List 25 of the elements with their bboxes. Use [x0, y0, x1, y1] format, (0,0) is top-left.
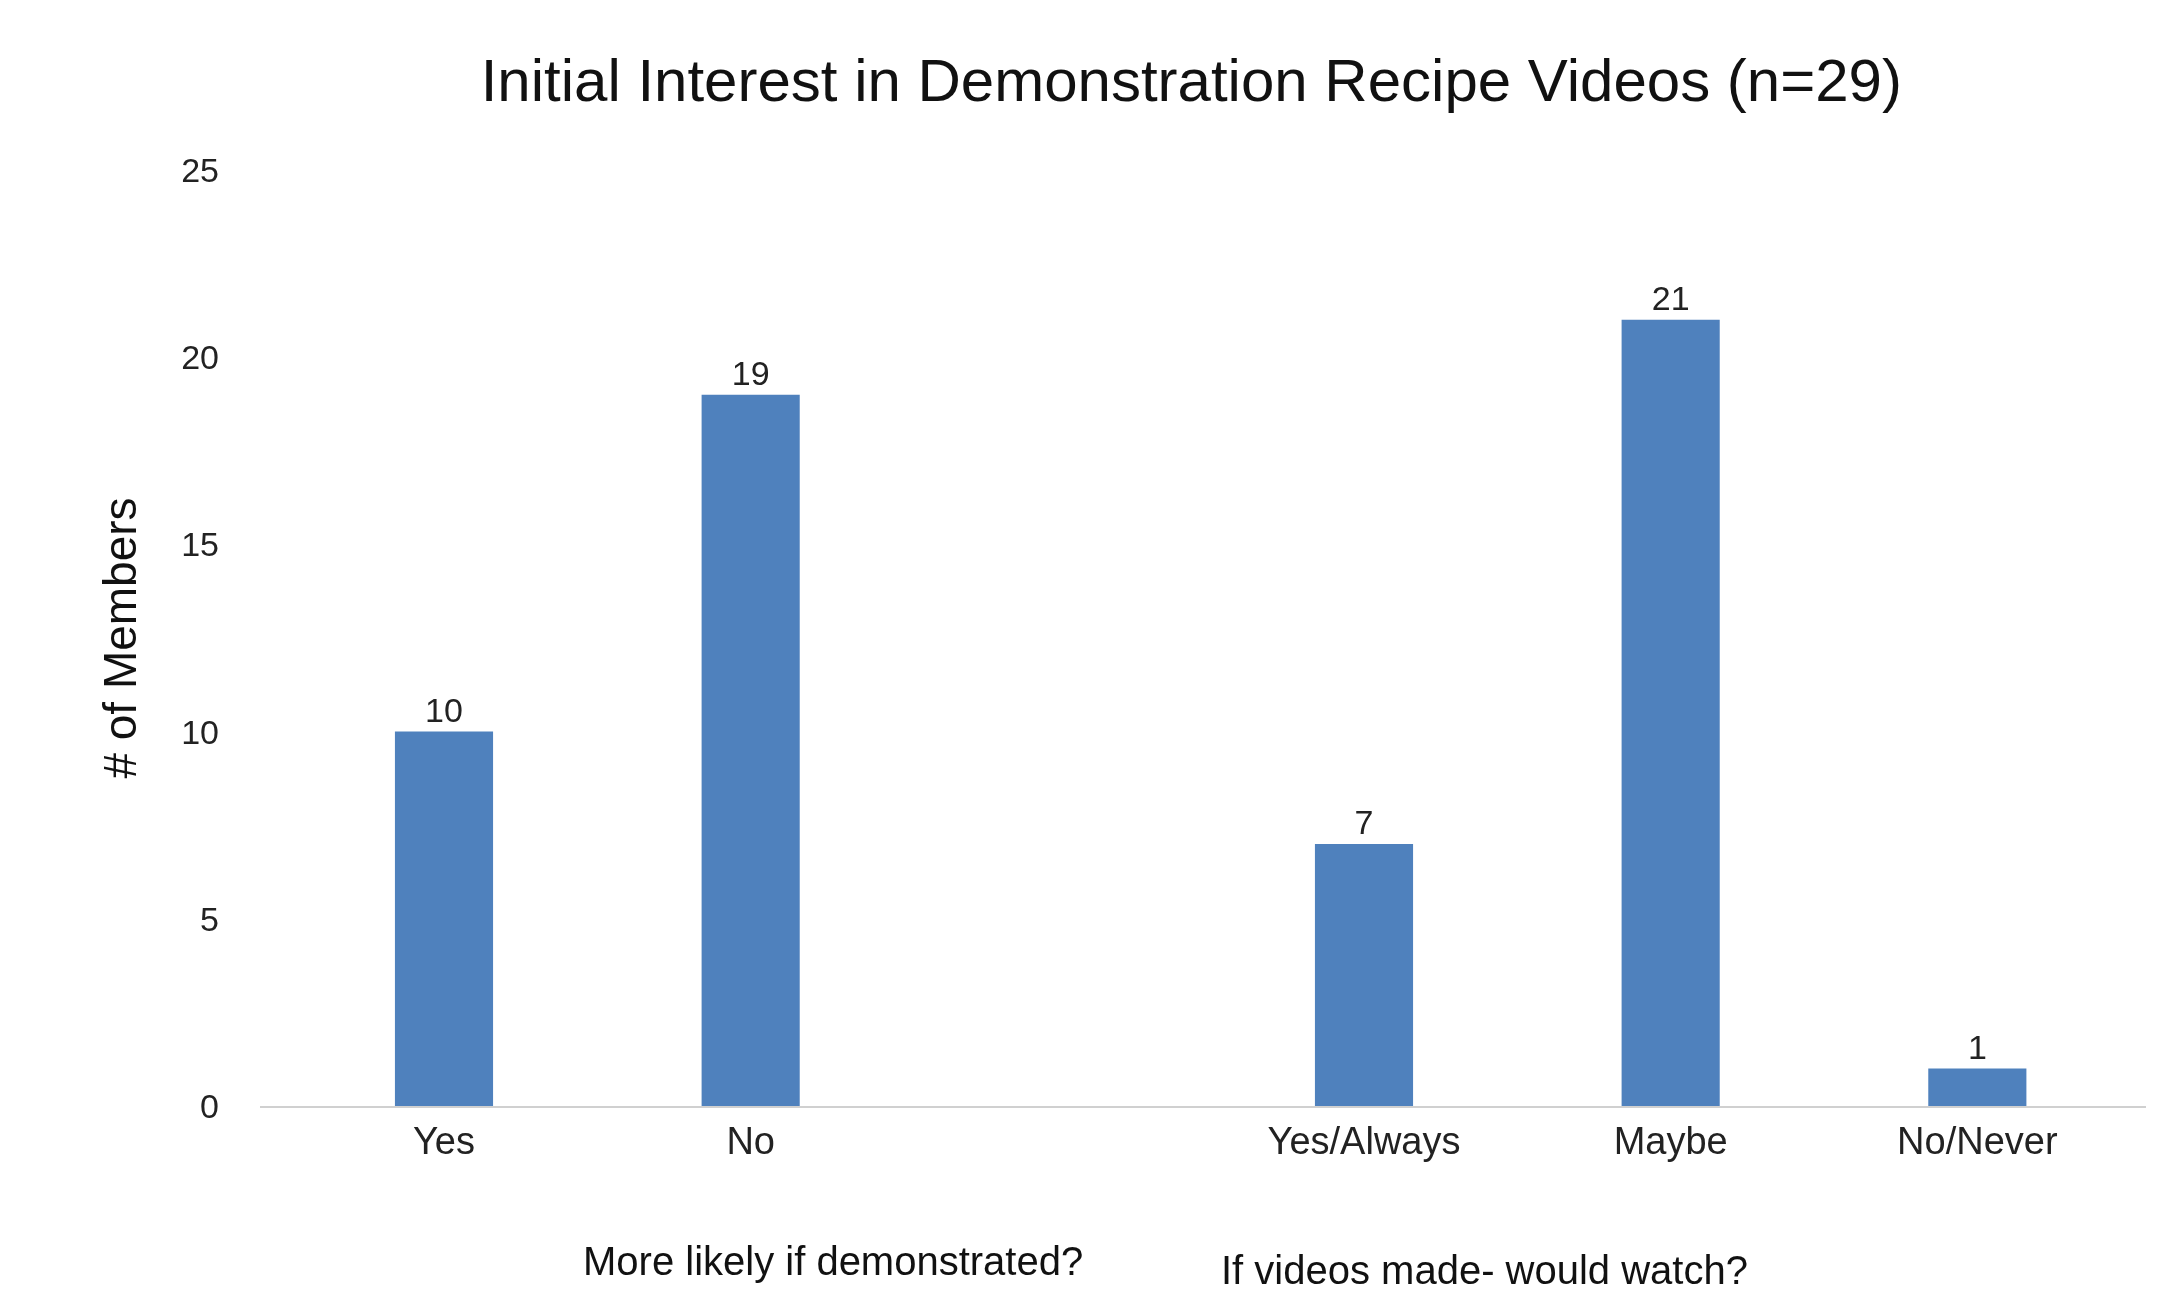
- y-tick-label: 10: [181, 712, 219, 751]
- y-axis-title: # of Members: [93, 497, 146, 779]
- data-label: 21: [1651, 278, 1690, 317]
- x-tick-label: No: [726, 1119, 775, 1162]
- x-tick-label: Yes/Always: [1267, 1119, 1461, 1162]
- data-label: 10: [425, 690, 463, 729]
- data-label: 19: [731, 353, 770, 392]
- data-label: 7: [1354, 802, 1374, 841]
- bar: [1621, 319, 1720, 1106]
- chart-title: Initial Interest in Demonstration Recipe Videos (n=29): [480, 47, 1902, 115]
- y-tick-label: 0: [200, 1086, 219, 1125]
- y-tick-label: 25: [181, 150, 219, 189]
- y-tick-label: 20: [181, 338, 219, 377]
- x-tick-label: Yes: [413, 1119, 475, 1162]
- y-tick-label: 5: [200, 899, 219, 938]
- bar: [394, 731, 494, 1106]
- text: More likely if demonstrated?: [583, 1239, 1084, 1283]
- bar: [1928, 1068, 2027, 1106]
- x-tick-label: No/Never: [1897, 1119, 2058, 1162]
- bar: [1314, 843, 1414, 1106]
- text: If videos made- would watch?: [1221, 1248, 1748, 1292]
- data-label: 1: [1967, 1027, 1987, 1066]
- y-tick-label: 15: [181, 525, 219, 564]
- x-tick-label: Maybe: [1613, 1119, 1728, 1162]
- bar: [701, 394, 800, 1106]
